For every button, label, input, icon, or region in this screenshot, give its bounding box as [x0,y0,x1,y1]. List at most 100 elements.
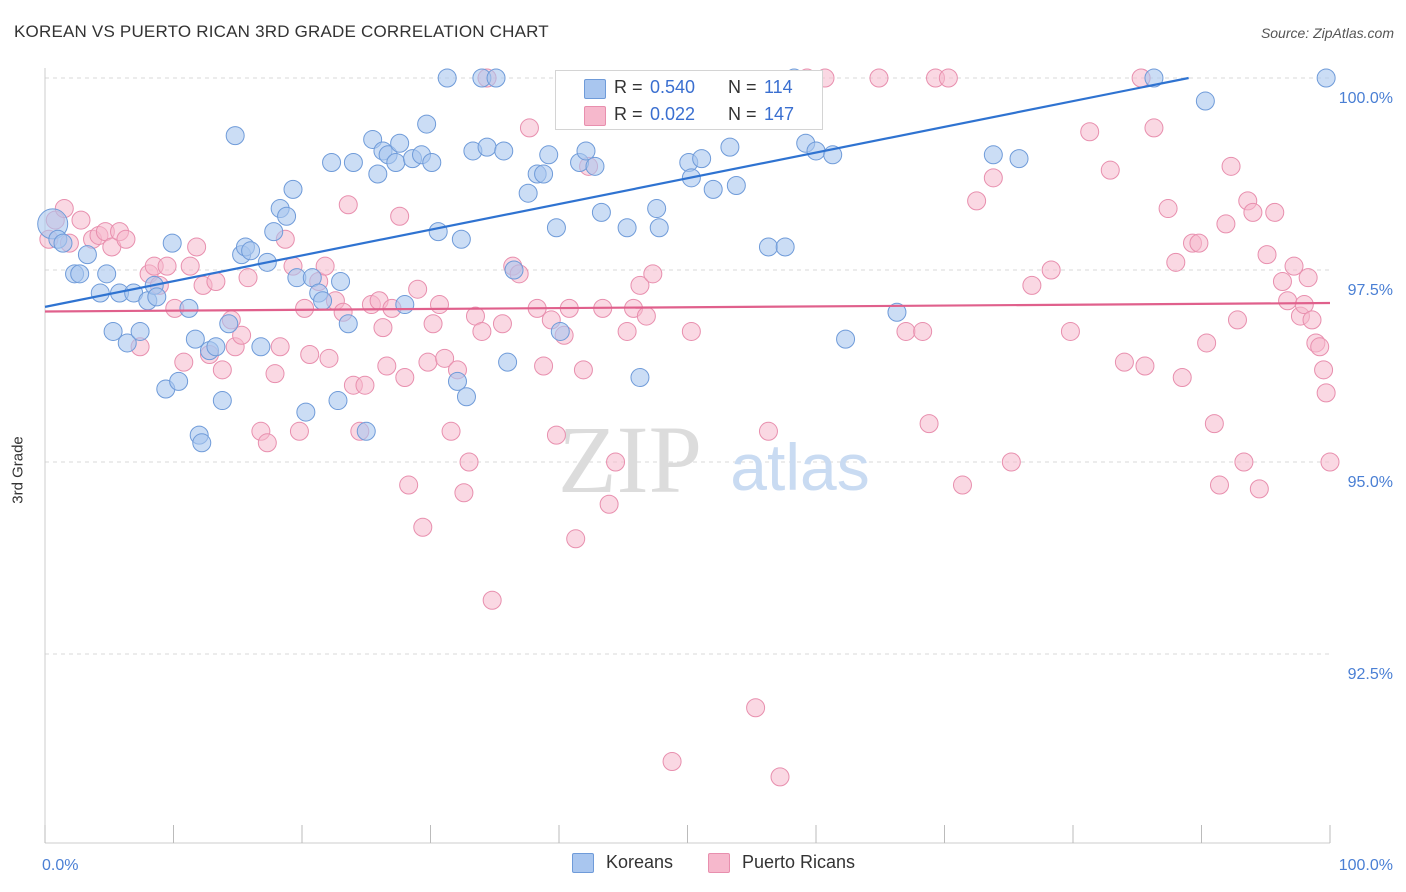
korean-point [422,152,442,172]
puerto-rican-point [459,452,479,472]
korean-point [703,179,723,199]
puerto-rican-point [869,68,889,88]
puerto-rican-point [606,452,626,472]
korean-point [368,164,388,184]
korean-r-label: R = [614,77,643,97]
korean-point [447,371,467,391]
puerto-rican-point [643,264,663,284]
koreans-legend-swatch [572,853,594,873]
puerto-rican-point [573,360,593,380]
puerto-rican-point [1135,356,1155,376]
y-tick-label: 95.0% [1348,474,1393,491]
korean-point [692,149,712,169]
pr-n-label: N = [728,104,757,124]
puerto-rican-point [1022,275,1042,295]
puerto-rican-point [919,414,939,434]
korean-point [103,321,123,341]
puerto-rican-point [408,279,428,299]
puerto-rican-point [1172,368,1192,388]
watermark-atlas: atlas [730,430,869,504]
puerto-rican-point [1100,160,1120,180]
korean-point [386,152,406,172]
puerto-rican-point [1316,383,1336,403]
korean-point [212,391,232,411]
korean-point [169,371,189,391]
korean-point [649,218,669,238]
korean-r-value: 0.540 [650,77,696,97]
zipatlas-watermark: ZIP atlas [558,406,870,513]
puerto-rican-trend-line [44,301,1331,313]
korean-point [192,433,212,453]
puerto-rican-point [952,475,972,495]
korean-point [539,145,559,165]
korean-point [758,237,778,257]
puerto-rican-point [1216,214,1236,234]
korean-point [534,164,554,184]
korean-point [313,291,333,311]
korean-n-label: N = [728,77,757,97]
puerto-rican-point [1278,291,1298,311]
puerto-rican-point [1144,118,1164,138]
korean-point [77,245,97,265]
puerto-rican-point [1221,156,1241,176]
puerto-rican-point [1294,295,1314,315]
trend-lines [44,76,1331,313]
korean-point [550,321,570,341]
korean-point [395,295,415,315]
puerto-rican-point [967,191,987,211]
korean-point [720,137,740,157]
puerto-rican-point [630,275,650,295]
korean-point [486,68,506,88]
puerto-rican-point [413,517,433,537]
korean-point [241,241,261,261]
puerto-rican-point [454,483,474,503]
puerto-rican-point [519,118,539,138]
korean-point [264,222,284,242]
puerto-rican-point [1234,452,1254,472]
korean-point [322,152,342,172]
y-tick-label: 97.5% [1348,282,1393,299]
puerto-rican-point [1166,252,1186,272]
tick-labels: 100.0% 97.5% 95.0% 92.5% 0.0% 100.0% [42,90,1393,874]
puerto-rican-point [1227,310,1247,330]
korean-point [775,237,795,257]
pr-r-label: R = [614,104,643,124]
puerto-rican-point [1302,310,1322,330]
puerto-rican-point [599,494,619,514]
puerto-rican-point [180,256,200,276]
puerto-rican-point [355,375,375,395]
puerto-rican-point [1041,260,1061,280]
korean-point [130,321,150,341]
axes [44,68,1331,844]
puerto-rican-point [1284,256,1304,276]
puerto-rican-point [395,368,415,388]
puerto-rican-point [1272,272,1292,292]
puerto-rican-point [373,318,393,338]
korean-point [90,283,110,303]
puerto-rican-point [1209,475,1229,495]
puerto-rican-point [492,314,512,334]
puerto-rican-point [257,433,277,453]
korean-point [147,287,167,307]
puerto-rican-point [1257,245,1277,265]
korean-point [591,202,611,222]
korean-point [726,176,746,196]
korean-point [546,218,566,238]
korean-point [585,156,605,176]
korean-point [504,260,524,280]
puerto-rican-point [1158,199,1178,219]
puerto-rican-point [662,752,682,772]
legend-row-koreans: R = 0.540 N = 114 [556,75,822,101]
puerto-rican-point [315,256,335,276]
puerto-rican-point [472,321,492,341]
puerto-rican-point [71,210,91,230]
legend-row-puerto-ricans: R = 0.022 N = 147 [556,102,822,128]
korean-point [70,264,90,284]
puerto-rican-point [1080,122,1100,142]
koreans-legend-label: Koreans [606,852,674,872]
korean-point [390,133,410,153]
puerto-rican-point [1298,268,1318,288]
puerto-rican-point [681,321,701,341]
korean-point [983,145,1003,165]
puerto-rican-point [1114,352,1134,372]
